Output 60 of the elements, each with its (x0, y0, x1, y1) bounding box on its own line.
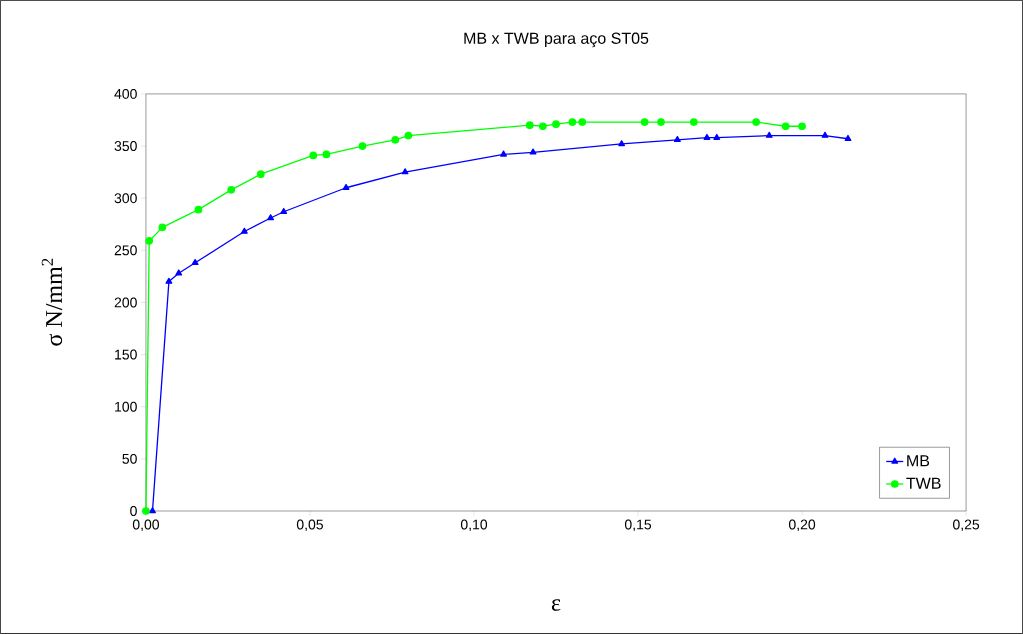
y-tick-label: 350 (114, 141, 137, 152)
point (404, 131, 413, 140)
point (322, 150, 331, 159)
legend-label: MB (907, 455, 930, 467)
x-tick-label: 0,05 (296, 519, 323, 532)
point (194, 205, 203, 214)
point (145, 237, 154, 245)
point (309, 151, 318, 160)
point (401, 168, 409, 175)
y-tick-label: 150 (115, 349, 137, 360)
point (552, 120, 560, 129)
point (539, 122, 547, 131)
x-tick-label: 0,20 (788, 519, 816, 532)
point (256, 170, 265, 179)
point (240, 227, 248, 234)
y-tick-label: 50 (122, 453, 137, 464)
point (618, 140, 626, 147)
point (568, 118, 577, 126)
point (752, 118, 760, 126)
y-tick-label: 300 (114, 193, 137, 204)
point (821, 131, 829, 138)
point (844, 134, 852, 142)
point (391, 135, 400, 144)
point (781, 122, 790, 131)
point (640, 118, 649, 126)
point (713, 133, 721, 140)
point (175, 269, 183, 276)
point (703, 133, 711, 140)
point (798, 122, 806, 131)
point (227, 186, 236, 194)
point (165, 277, 173, 284)
point (689, 118, 698, 126)
chart-title: MB x TWB para aço ST05 (464, 32, 649, 48)
point (765, 131, 773, 138)
y-tick-label: 250 (114, 245, 137, 256)
x-tick-label: 0,10 (460, 519, 488, 532)
y-tick-label: 400 (114, 88, 137, 99)
point (578, 118, 587, 126)
point (142, 507, 150, 515)
point (191, 259, 199, 266)
point (267, 214, 275, 221)
point (657, 118, 665, 126)
y-tick-label: 200 (114, 297, 137, 308)
point (529, 148, 537, 155)
point (342, 183, 350, 191)
point (280, 207, 288, 215)
legend-label: TWB (906, 477, 941, 489)
y-tick-label: 100 (115, 401, 137, 412)
x-axis-title: ε (551, 599, 561, 611)
point (500, 150, 507, 157)
y-axis-title: σ N/mm$^{2}$ (41, 258, 63, 346)
point (358, 142, 367, 150)
x-tick-label: 0,15 (624, 519, 652, 532)
x-tick-label: 0,00 (132, 519, 160, 532)
point (149, 507, 156, 514)
point (673, 135, 681, 143)
point (158, 223, 167, 232)
y-tick-label: 0 (130, 506, 137, 516)
x-tick-label: 0,25 (953, 519, 980, 532)
point (525, 121, 534, 130)
